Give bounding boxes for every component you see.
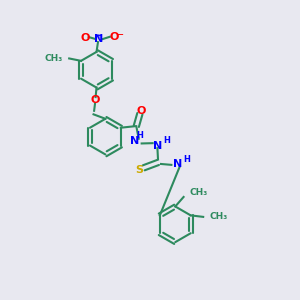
Text: N: N [130, 136, 139, 146]
Text: N: N [153, 141, 163, 151]
Text: H: H [164, 136, 170, 145]
Text: O: O [90, 95, 100, 105]
Text: H: H [137, 131, 144, 140]
Text: O: O [80, 33, 90, 43]
Text: CH₃: CH₃ [190, 188, 208, 197]
Text: CH₃: CH₃ [210, 212, 228, 221]
Text: N: N [173, 159, 182, 169]
Text: N: N [94, 34, 104, 44]
Text: CH₃: CH₃ [45, 54, 63, 63]
Text: H: H [183, 155, 190, 164]
Text: S: S [136, 165, 144, 175]
Text: −: − [116, 30, 123, 39]
Text: O: O [137, 106, 146, 116]
Text: +: + [95, 33, 101, 39]
Text: O: O [109, 32, 119, 42]
